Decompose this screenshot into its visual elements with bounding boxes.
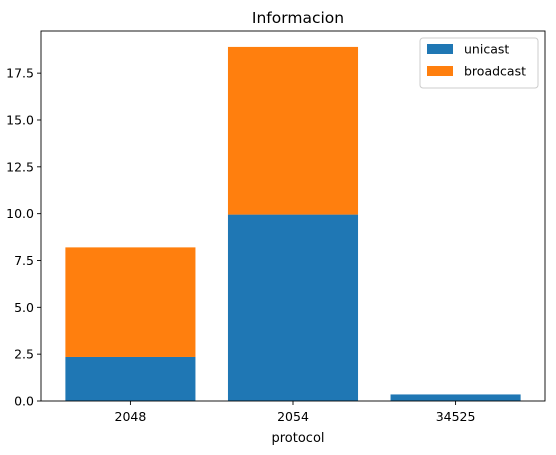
y-tick-label: 7.5: [14, 253, 34, 268]
x-tick-label: 2048: [115, 409, 147, 424]
bar-broadcast-2054: [227, 46, 359, 215]
y-tick-label: 0.0: [14, 394, 34, 409]
y-tick-label: 10.0: [6, 206, 34, 221]
y-tick-label: 5.0: [14, 300, 34, 315]
x-axis-label: protocol: [271, 431, 324, 446]
chart-title: Informacion: [252, 9, 344, 27]
legend-swatch-unicast: [427, 44, 453, 54]
axes-layer: 0.0 2.5 5.0 7.5 10.0 12.5 15.0 17.5 2048 2054 3452…: [6, 30, 546, 424]
x-tick-label: 2054: [277, 409, 309, 424]
legend-label-unicast: unicast: [464, 42, 509, 57]
legend-swatch-broadcast: [427, 66, 453, 76]
bars-layer: [65, 46, 521, 401]
bar-unicast-2054: [227, 214, 359, 401]
y-tick-label: 2.5: [14, 347, 34, 362]
legend-label-broadcast: broadcast: [464, 64, 526, 79]
bar-unicast-2048: [65, 356, 196, 401]
bar-broadcast-2048: [65, 247, 196, 357]
y-tick-label: 15.0: [6, 112, 34, 127]
y-tick-label: 12.5: [6, 159, 34, 174]
x-tick-label: 34525: [436, 409, 476, 424]
legend: unicast broadcast: [419, 37, 539, 89]
y-tick-label: 17.5: [6, 66, 34, 81]
bar-unicast-34525: [390, 394, 521, 401]
